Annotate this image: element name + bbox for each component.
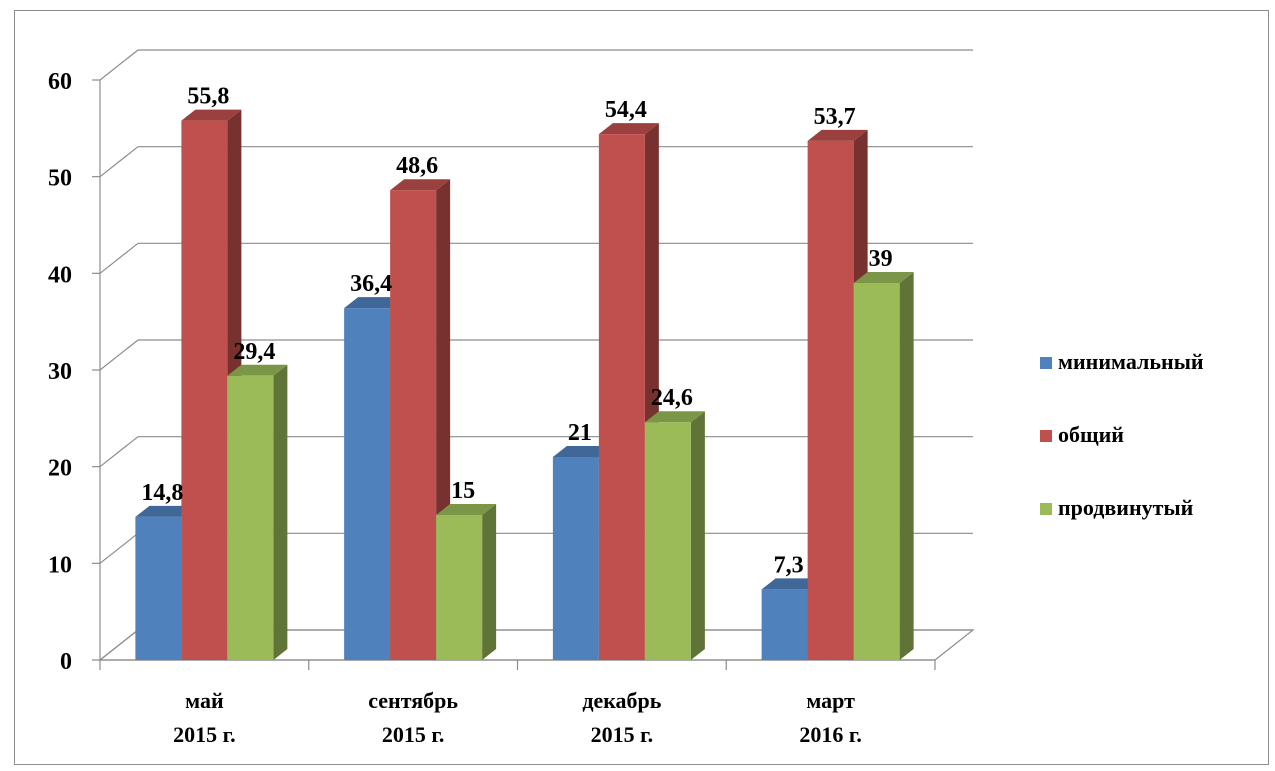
bar [644, 411, 705, 660]
data-label: 48,6 [396, 153, 438, 179]
data-label: 7,3 [774, 552, 804, 578]
data-label: 53,7 [814, 104, 856, 130]
x-tick-label: март 2016 г. [799, 688, 862, 747]
bar-front [598, 134, 645, 661]
legend-label: продвинутый [1058, 495, 1194, 520]
bar-side [690, 411, 705, 660]
x-tick-label-line: 2015 г. [591, 722, 654, 747]
x-tick-label-line: 2015 г. [173, 722, 236, 747]
bar-front [135, 516, 182, 660]
bar-front [807, 140, 854, 660]
x-tick-label-line: 2015 г. [382, 722, 445, 747]
bar-top [181, 109, 242, 121]
bar-top [598, 123, 659, 135]
bar-front [853, 283, 900, 660]
data-label: 14,8 [141, 480, 183, 506]
data-label: 29,4 [233, 339, 275, 365]
y-tick-label: 10 [48, 552, 72, 578]
legend-swatch [1040, 430, 1052, 442]
data-label: 55,8 [187, 84, 229, 110]
bar [227, 364, 288, 660]
gridline-side [99, 339, 139, 371]
legend-swatch [1040, 357, 1052, 369]
bar-top [344, 297, 405, 309]
y-tick-label: 60 [48, 69, 72, 95]
y-tick-label: 50 [48, 166, 72, 192]
bar [390, 179, 451, 660]
bar [436, 504, 497, 660]
legend: минимальный общий продвинутый [1040, 349, 1204, 520]
data-label: 36,4 [350, 271, 392, 297]
data-label: 15 [451, 478, 475, 504]
bar-top [135, 505, 196, 517]
x-tick-label-line: 2016 г. [799, 722, 862, 747]
bar-top [853, 272, 914, 283]
y-tick-label: 30 [48, 359, 72, 385]
bar-front [181, 120, 228, 661]
bars [135, 109, 914, 661]
bar-top [644, 411, 705, 423]
x-tick-label-line: май [185, 688, 224, 713]
gridline-side [99, 436, 139, 468]
x-tick-label-line: декабрь [582, 688, 661, 713]
gridline-side [99, 532, 139, 564]
bar-side [482, 504, 497, 660]
data-labels: 14,8 55,8 29,4 36,4 48,6 15 21 54,4 24,6 7,3 53,7 3… [141, 84, 892, 579]
bar-top [436, 504, 497, 515]
x-tick-label: май 2015 г. [173, 688, 236, 747]
gridline-side [99, 49, 139, 81]
x-tick-label-line: сентябрь [368, 688, 458, 713]
legend-entry: продвинутый [1040, 495, 1194, 520]
data-label: 54,4 [605, 97, 647, 123]
x-tick-label: сентябрь 2015 г. [368, 688, 458, 747]
bar-front [390, 190, 437, 660]
y-tick-label: 0 [60, 649, 72, 675]
bar-top [390, 179, 451, 191]
x-tick-label-line: март [806, 688, 855, 713]
gridline-side [99, 242, 139, 274]
gridline-side [99, 146, 139, 178]
legend-swatch [1040, 503, 1052, 515]
bar-top [227, 364, 288, 376]
x-tick-label: декабрь 2015 г. [582, 688, 661, 747]
bar-front [344, 308, 391, 660]
legend-label: общий [1058, 422, 1124, 447]
data-label: 39 [869, 246, 893, 272]
bar-front [227, 375, 274, 660]
y-tick-label: 20 [48, 456, 72, 482]
data-label: 24,6 [651, 385, 693, 411]
data-label: 21 [568, 420, 592, 446]
bar-front [552, 457, 599, 660]
legend-entry: минимальный [1040, 349, 1204, 374]
bar-front [644, 422, 691, 660]
bar-top [807, 129, 868, 141]
y-tick-label: 40 [48, 262, 72, 288]
bar [853, 272, 914, 660]
bar-front [761, 589, 808, 660]
bar-front [436, 515, 483, 660]
bar-top [761, 578, 822, 590]
legend-label: минимальный [1058, 349, 1204, 374]
bar-side [899, 272, 914, 660]
gridline-side [99, 629, 139, 661]
bar-side [273, 364, 288, 660]
legend-entry: общий [1040, 422, 1124, 447]
bar-top [552, 446, 613, 457]
